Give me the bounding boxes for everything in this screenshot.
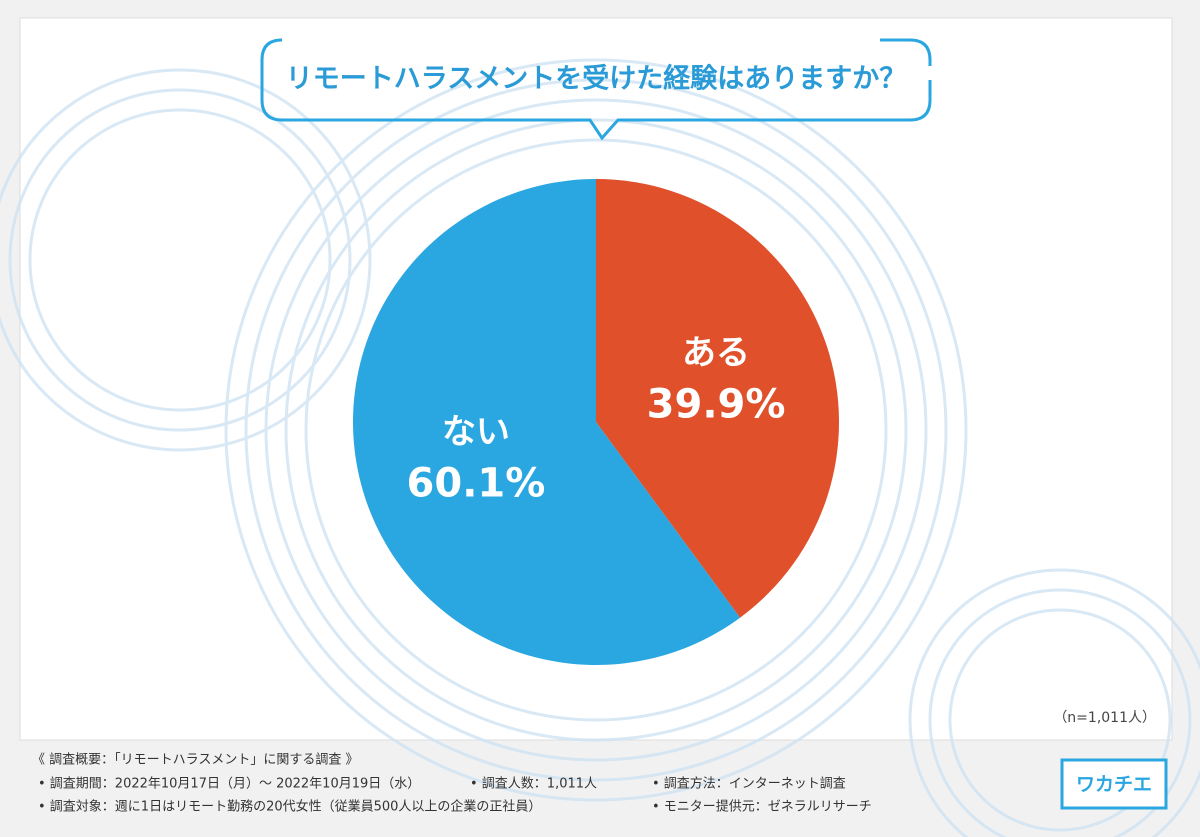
- speech-bubble: [260, 38, 932, 141]
- pie-slice: [353, 178, 741, 665]
- speech-bubble-corner: [880, 38, 932, 66]
- slice-label: ない: [442, 412, 510, 452]
- value-label: 39.9%: [647, 382, 786, 428]
- footnote: • 調査対象：週に1日はリモート勤務の20代女性（従業員500人以上の企業の正社…: [38, 799, 541, 815]
- footnote: • 調査人数：1,011人: [470, 777, 597, 792]
- logo: ワカチエ: [1076, 774, 1152, 796]
- sample-note: （n=1,011人）: [1053, 710, 1156, 726]
- footnote: • 調査期間：2022年10月17日（月）〜 2022年10月19日（水）: [38, 777, 420, 792]
- value-label: 60.1%: [407, 460, 546, 506]
- footnote: • モニター提供元：ゼネラルリサーチ: [652, 799, 872, 815]
- chart-title: リモートハラスメントを受けた経験はありますか？: [286, 63, 906, 95]
- pie-slice: [596, 179, 839, 618]
- slice-label: ある: [682, 333, 750, 373]
- logo-box: [1060, 758, 1168, 810]
- footnote-heading: 《 調査概要：「リモートハラスメント」に関する調査 》: [32, 753, 359, 768]
- footnote: • 調査方法：インターネット調査: [652, 776, 846, 792]
- pie: ある 39.9% ない 60.1%: [353, 178, 839, 665]
- decoration: [0, 58, 1200, 837]
